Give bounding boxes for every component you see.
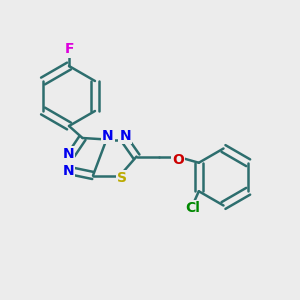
Text: O: O — [172, 153, 184, 167]
Text: N: N — [120, 129, 131, 143]
Text: N: N — [63, 164, 74, 178]
Text: N: N — [63, 148, 74, 161]
Text: N: N — [102, 129, 114, 143]
Text: Cl: Cl — [185, 201, 200, 215]
Text: S: S — [117, 172, 128, 185]
Text: F: F — [64, 43, 74, 56]
